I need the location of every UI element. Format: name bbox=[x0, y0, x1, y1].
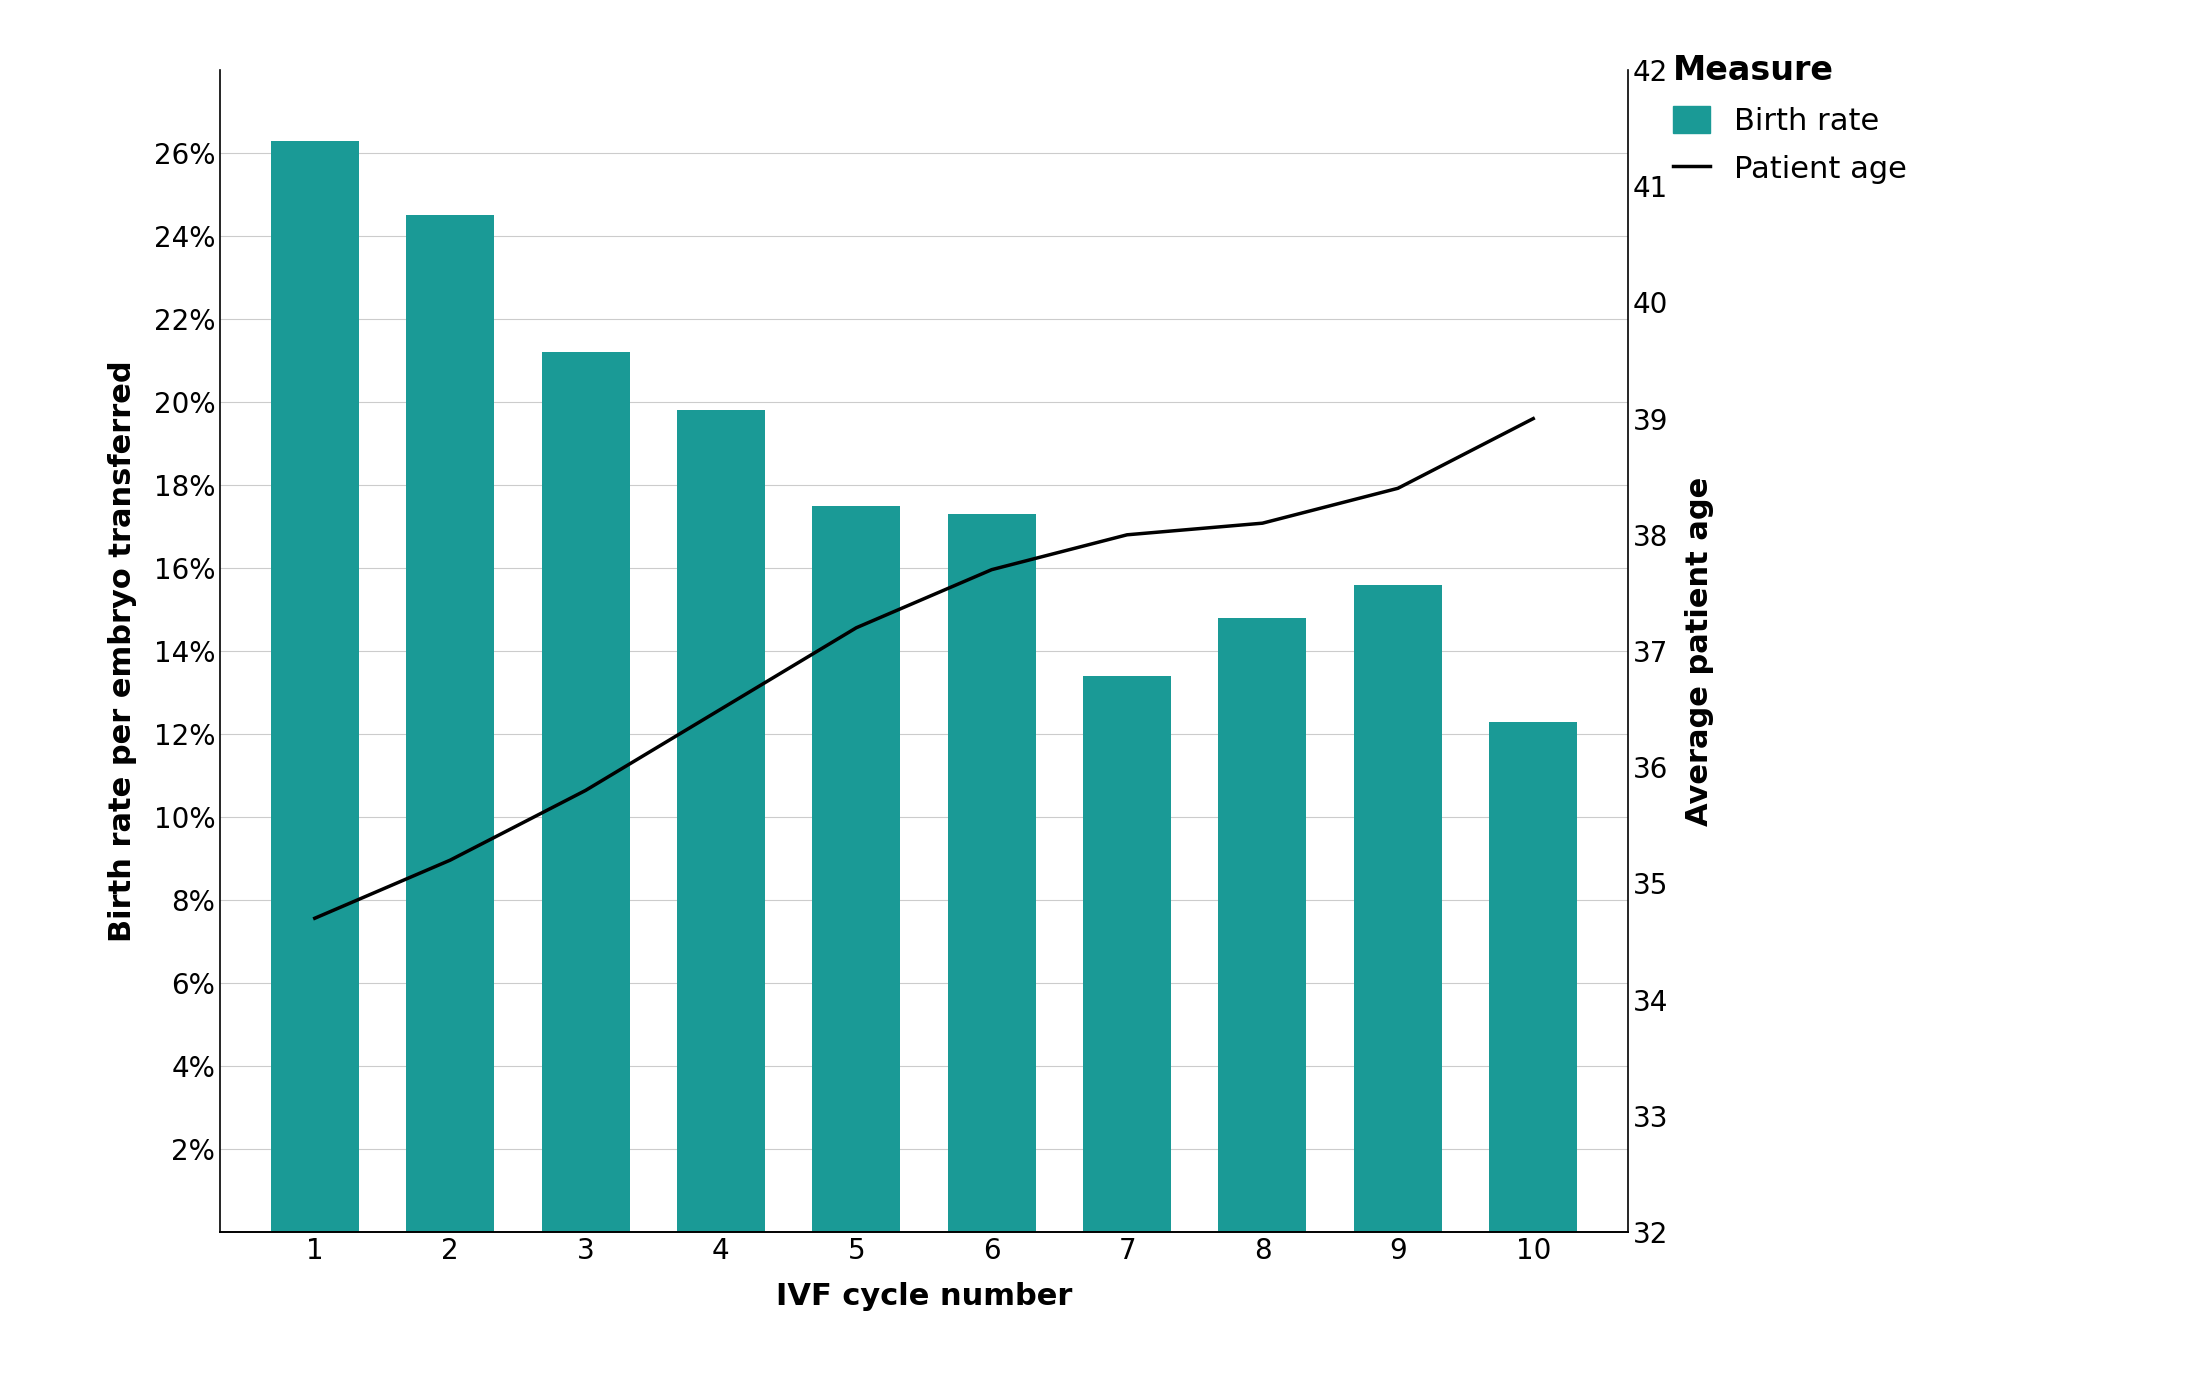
Bar bbox=[812, 505, 900, 1232]
Legend: Birth rate, Patient age: Birth rate, Patient age bbox=[1661, 42, 1918, 196]
Bar bbox=[1082, 676, 1170, 1232]
X-axis label: IVF cycle number: IVF cycle number bbox=[777, 1281, 1071, 1310]
Y-axis label: Birth rate per embryo transferred: Birth rate per embryo transferred bbox=[108, 360, 136, 942]
Bar bbox=[541, 353, 629, 1232]
Bar bbox=[1353, 585, 1441, 1232]
Bar bbox=[678, 410, 766, 1232]
Bar bbox=[948, 514, 1036, 1232]
Bar bbox=[1219, 617, 1307, 1232]
Y-axis label: Average patient age: Average patient age bbox=[1685, 476, 1714, 826]
Bar bbox=[1489, 721, 1577, 1232]
Bar bbox=[271, 140, 359, 1232]
Bar bbox=[407, 216, 495, 1232]
